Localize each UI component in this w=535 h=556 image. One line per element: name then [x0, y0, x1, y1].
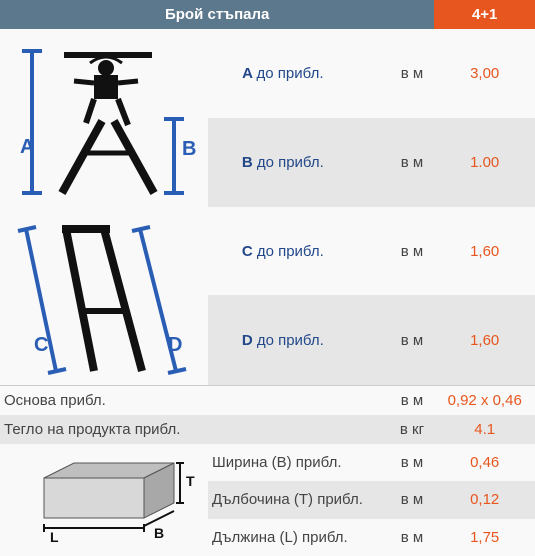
param-b-label: B до прибл. [208, 118, 390, 207]
param-d-letter: D [242, 332, 253, 349]
row-weight: Тегло на продукта прибл. в кг 4.1 [0, 415, 535, 444]
param-b-value: 1.00 [434, 118, 535, 207]
row-c: C D C до прибл. в м 1,60 [0, 207, 535, 295]
param-a-letter: A [242, 65, 252, 82]
svg-text:C: C [34, 334, 48, 356]
header-variant: 4+1 [434, 0, 535, 29]
length-label: Дължина (L) прибл. [208, 519, 390, 556]
length-unit: в м [390, 519, 435, 556]
base-value: 0,92 x 0,46 [434, 386, 535, 416]
depth-value: 0,12 [434, 481, 535, 518]
row-a: A B A [0, 29, 535, 118]
header-row: Брой стъпала 4+1 [0, 0, 535, 29]
param-a-value: 3,00 [434, 29, 535, 118]
param-d-value: 1,60 [434, 295, 535, 385]
diagram-folded-cell: C D [0, 207, 208, 386]
param-a-suffix: до прибл. [257, 65, 324, 82]
base-label: Основа прибл. [0, 386, 390, 416]
weight-label: Тегло на продукта прибл. [0, 415, 390, 444]
row-base: Основа прибл. в м 0,92 x 0,46 [0, 386, 535, 416]
ladder-folded-diagram: C D [4, 211, 204, 381]
param-c-suffix: до прибл. [257, 243, 324, 260]
param-c-letter: C [242, 243, 253, 260]
svg-text:D: D [168, 334, 182, 356]
box-diagram: T B L [4, 448, 204, 548]
param-d-label: D до прибл. [208, 295, 390, 385]
box-mark-b: B [154, 525, 164, 541]
param-c-unit: в м [390, 207, 435, 295]
depth-unit: в м [390, 481, 435, 518]
width-value: 0,46 [434, 444, 535, 481]
width-unit: в м [390, 444, 435, 481]
weight-unit: в кг [390, 415, 435, 444]
box-mark-l: L [50, 529, 59, 545]
box-mark-t: T [186, 473, 195, 489]
length-value: 1,75 [434, 519, 535, 556]
ladder-open-diagram: A B [4, 33, 204, 203]
diagram-open-cell: A B [0, 29, 208, 207]
box-diagram-cell: T B L [0, 444, 208, 556]
param-c-label: C до прибл. [208, 207, 390, 295]
param-d-suffix: до прибл. [257, 332, 324, 349]
spec-table: Брой стъпала 4+1 A [0, 0, 535, 556]
header-title: Брой стъпала [0, 0, 434, 29]
param-a-unit: в м [390, 29, 435, 118]
svg-text:A: A [20, 136, 34, 158]
param-a-label: A до прибл. [208, 29, 390, 118]
depth-label: Дълбочина (T) прибл. [208, 481, 390, 518]
base-unit: в м [390, 386, 435, 416]
param-b-unit: в м [390, 118, 435, 207]
width-label: Ширина (B) прибл. [208, 444, 390, 481]
param-b-letter: B [242, 154, 253, 171]
param-b-suffix: до прибл. [257, 154, 324, 171]
svg-text:B: B [182, 138, 196, 160]
weight-value: 4.1 [434, 415, 535, 444]
row-width: T B L Ширина (B) прибл. в м 0,46 [0, 444, 535, 481]
param-d-unit: в м [390, 295, 435, 385]
param-c-value: 1,60 [434, 207, 535, 295]
